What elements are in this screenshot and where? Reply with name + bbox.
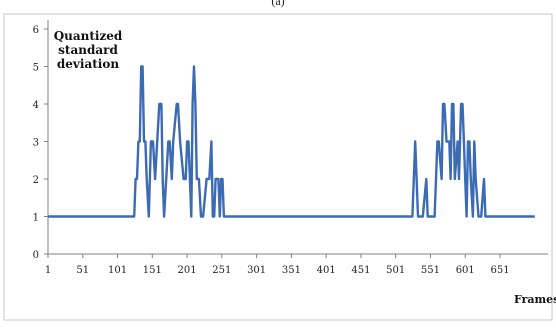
y-tick-label: 1 [33, 213, 39, 224]
x-tick-label: 351 [282, 265, 301, 276]
x-tick-label: 501 [386, 265, 405, 276]
y-tick-label: 6 [33, 25, 39, 36]
y-axis-label-line: standard [58, 43, 118, 57]
y-axis-label-line: deviation [57, 57, 119, 71]
y-tick-label: 4 [33, 100, 39, 111]
x-tick-label: 251 [212, 265, 231, 276]
y-tick-label: 2 [33, 175, 39, 186]
y-axis-label: Quantized standard deviation [54, 29, 123, 71]
series-line-0 [48, 65, 535, 218]
x-tick-label: 451 [351, 265, 370, 276]
x-tick-label: 101 [108, 265, 127, 276]
series-layer [48, 65, 535, 218]
y-axis-label-line: Quantized [54, 29, 123, 43]
x-tick-label: 51 [76, 265, 89, 276]
chart-frame [3, 13, 553, 321]
x-tick-label: 401 [317, 265, 336, 276]
figure-caption: (a) [271, 0, 285, 8]
y-tick-label: 5 [33, 63, 39, 74]
x-tick-label: 201 [178, 265, 197, 276]
y-ticks: 0 1 2 3 4 5 6 [33, 25, 48, 261]
x-tick-label: 1 [45, 265, 51, 276]
y-tick-label: 3 [33, 138, 39, 149]
x-tick-label: 151 [143, 265, 162, 276]
x-axis-label: Frames [514, 293, 556, 306]
y-tick-label: 0 [33, 250, 39, 261]
x-tick-label: 301 [247, 265, 266, 276]
x-tick-label: 601 [456, 265, 475, 276]
x-ticks: 1 51 101 151 201 251 301 351 401 451 501 551 601 651 [45, 254, 510, 276]
x-tick-label: 551 [421, 265, 440, 276]
x-tick-label: 651 [490, 265, 509, 276]
